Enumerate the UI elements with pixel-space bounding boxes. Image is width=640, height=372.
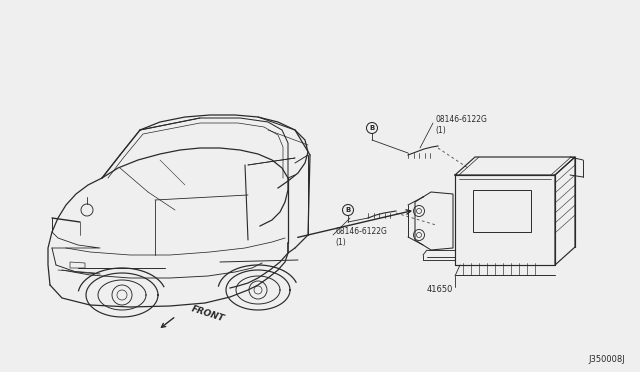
Text: 08146-6122G: 08146-6122G [335, 228, 387, 237]
Text: B: B [346, 207, 351, 213]
Text: B: B [369, 125, 374, 131]
Text: 08146-6122G: 08146-6122G [435, 115, 487, 125]
Text: FRONT: FRONT [190, 304, 225, 324]
Text: 41650: 41650 [427, 285, 453, 295]
Text: J350008J: J350008J [588, 356, 625, 365]
Text: (1): (1) [435, 125, 445, 135]
Text: (1): (1) [335, 237, 346, 247]
